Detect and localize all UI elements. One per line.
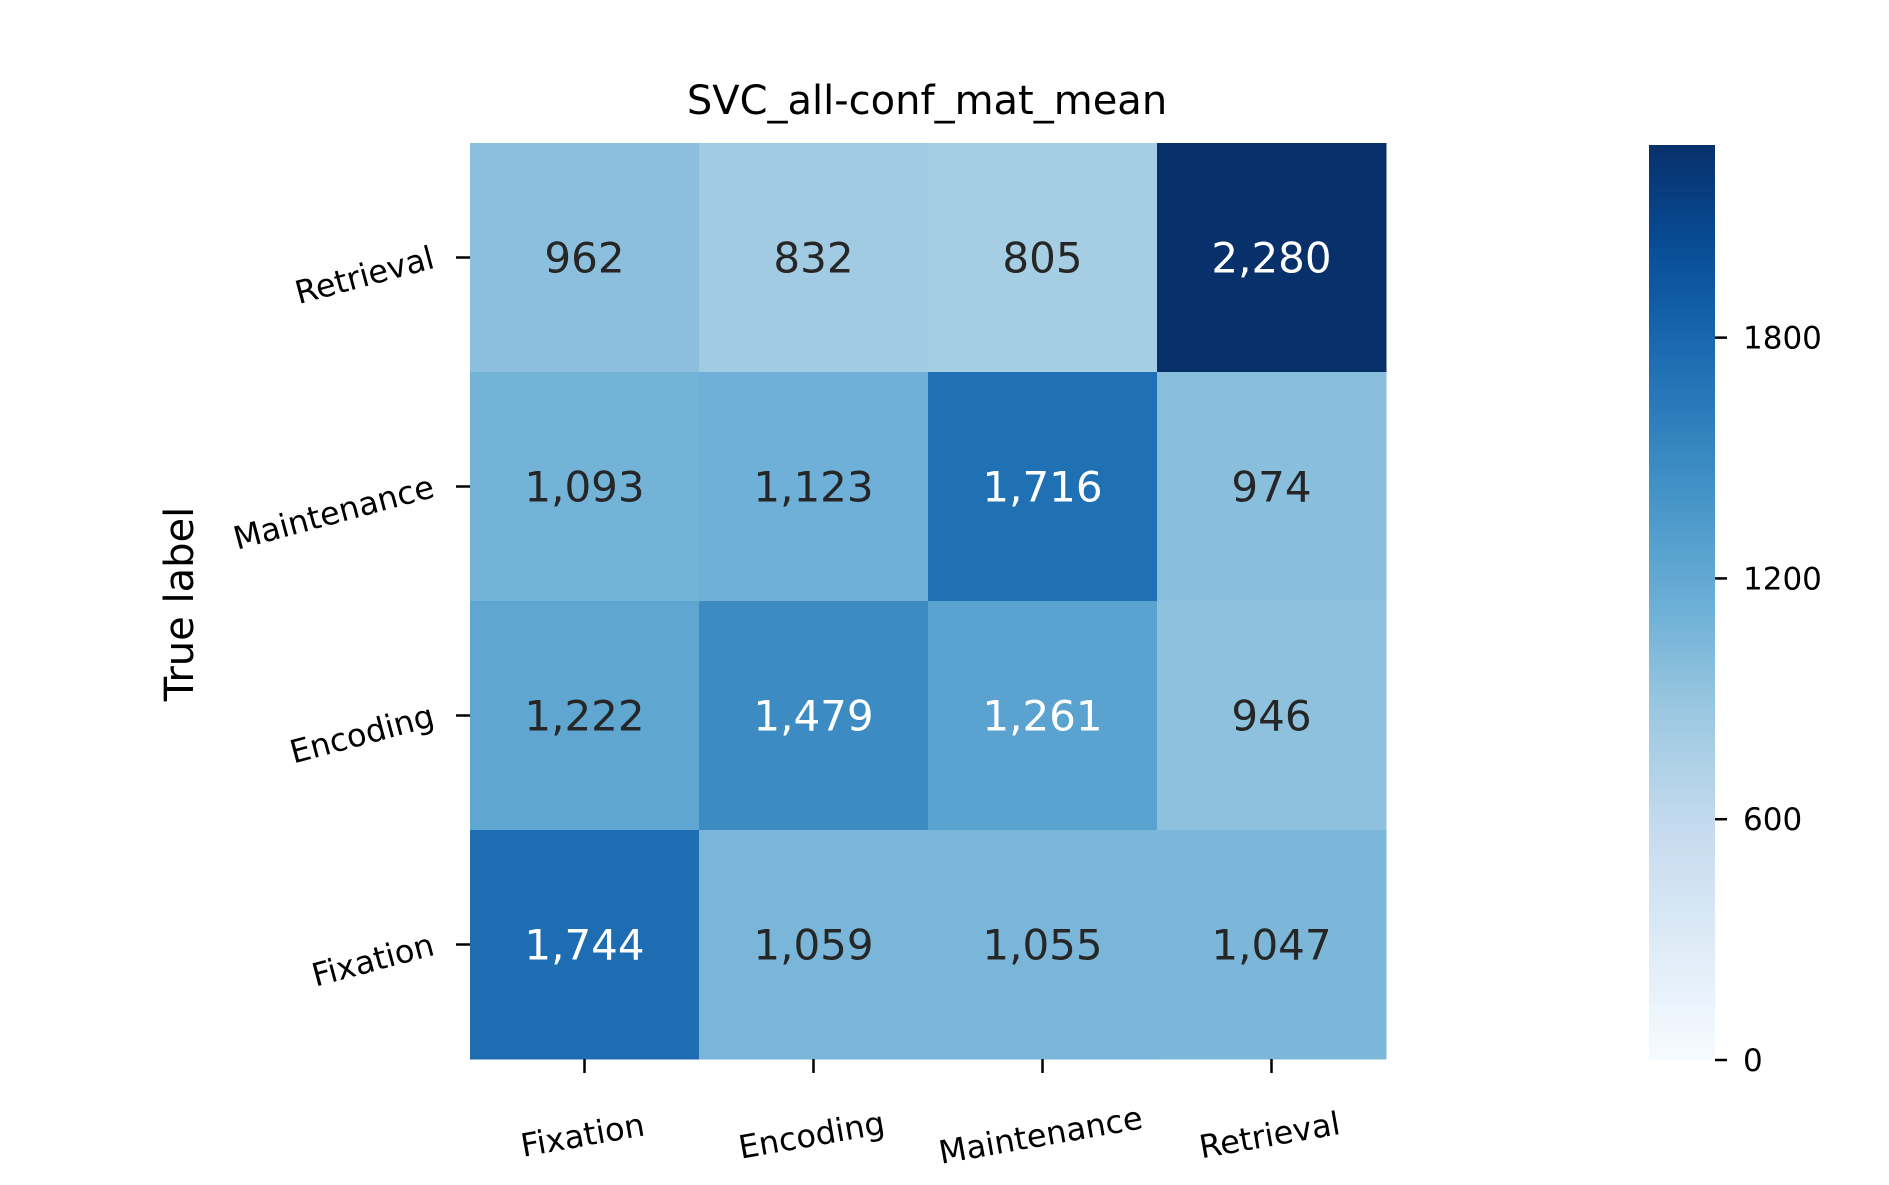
cell-value-label: 974: [1231, 463, 1311, 512]
heatmap-cell: [699, 143, 929, 373]
x-tick-label: Encoding: [736, 1104, 888, 1167]
heatmap-cell: [1157, 601, 1387, 831]
heatmap-cell: [1157, 830, 1387, 1060]
y-tick-label: Maintenance: [229, 468, 438, 558]
colorbar-gradient: [1649, 145, 1715, 1060]
x-axis-ticks: Fixation Encoding Maintenance Retrieval: [518, 1059, 1343, 1172]
cell-value-label: 1,093: [524, 463, 644, 512]
cell-value-label: 1,744: [524, 921, 644, 970]
heatmap-cell: [928, 830, 1158, 1060]
cell-value-label: 1,047: [1211, 921, 1331, 970]
y-tick-label: Fixation: [308, 926, 438, 995]
cell-value-label: 1,222: [524, 692, 644, 741]
x-tick-label: Retrieval: [1196, 1104, 1343, 1166]
colorbar-tick-label: 600: [1743, 802, 1802, 838]
heatmap-cell: [1157, 372, 1387, 602]
cell-value-label: 946: [1231, 692, 1311, 741]
cell-value-label: 962: [544, 234, 624, 283]
heatmap-cell: [470, 601, 700, 831]
heatmap-cell: [1157, 143, 1387, 373]
colorbar: 0 600 1200 1800: [1649, 145, 1822, 1079]
cell-value-label: 805: [1002, 234, 1082, 283]
heatmap-cells: 962 832 805 2,280 1,093 1,123 1,716 974 1,222 1,4…: [470, 143, 1387, 1060]
cell-value-label: 2,280: [1211, 234, 1331, 283]
x-tick-label: Fixation: [518, 1106, 648, 1165]
chart-title: SVC_all-conf_mat_mean: [687, 78, 1167, 124]
y-axis-ticks: Retrieval Maintenance Encoding Fixation: [229, 239, 470, 995]
cell-value-label: 1,055: [982, 921, 1102, 970]
colorbar-tick-label: 1200: [1743, 561, 1822, 597]
heatmap-cell: [699, 372, 929, 602]
heatmap-cell: [928, 601, 1158, 831]
cell-value-label: 1,716: [982, 463, 1102, 512]
heatmap-cell: [470, 143, 700, 373]
heatmap-cell: [699, 830, 929, 1060]
cell-value-label: 1,261: [982, 692, 1102, 741]
cell-value-label: 1,479: [753, 692, 873, 741]
heatmap-cell: [470, 830, 700, 1060]
x-tick-label: Maintenance: [936, 1099, 1146, 1172]
cell-value-label: 1,059: [753, 921, 873, 970]
cell-value-label: 1,123: [753, 463, 873, 512]
y-axis-label: True label: [157, 507, 203, 702]
colorbar-tick-label: 1800: [1743, 321, 1822, 357]
y-tick-label: Encoding: [286, 697, 438, 772]
cell-value-label: 832: [773, 234, 853, 283]
y-tick-label: Retrieval: [291, 239, 438, 313]
heatmap-cell: [699, 601, 929, 831]
heatmap-cell: [928, 372, 1158, 602]
colorbar-tick-label: 0: [1743, 1043, 1763, 1079]
heatmap-cell: [928, 143, 1158, 373]
heatmap-cell: [470, 372, 700, 602]
